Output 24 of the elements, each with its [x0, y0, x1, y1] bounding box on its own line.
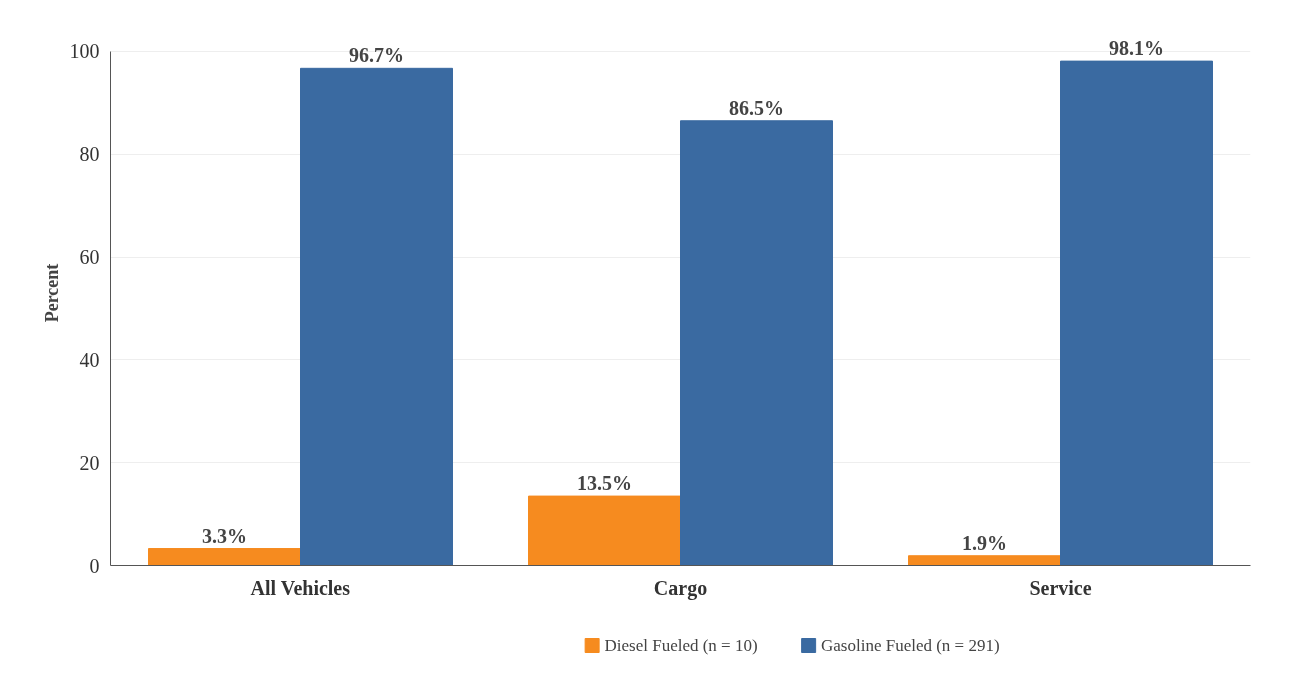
bar: [300, 67, 453, 566]
bar: [908, 555, 1061, 566]
x-tick-label: All Vehicles: [250, 576, 351, 599]
y-axis-title: Percent: [41, 263, 62, 323]
y-tick-label: 0: [89, 554, 100, 577]
legend-label: Diesel Fueled (n = 10): [604, 636, 758, 655]
bar: [148, 548, 301, 566]
y-tick-label: 80: [79, 143, 100, 166]
x-tick-label: Cargo: [653, 576, 708, 600]
y-tick-label: 60: [79, 246, 100, 269]
legend-label: Gasoline Fueled (n = 291): [821, 636, 1000, 655]
bar: [528, 495, 681, 566]
data-label: 96.7%: [349, 44, 404, 67]
data-label: 13.5%: [577, 472, 632, 495]
data-label: 1.9%: [962, 531, 1007, 554]
data-label: 3.3%: [202, 524, 247, 547]
y-tick-label: 20: [79, 451, 100, 474]
x-tick-label: Service: [1029, 576, 1092, 599]
y-tick-label: 40: [79, 348, 100, 371]
data-label: 98.1%: [1109, 37, 1164, 60]
bar: [1060, 60, 1213, 566]
y-tick-label: 100: [69, 40, 100, 63]
bar: [680, 120, 833, 566]
data-label: 86.5%: [729, 96, 784, 119]
